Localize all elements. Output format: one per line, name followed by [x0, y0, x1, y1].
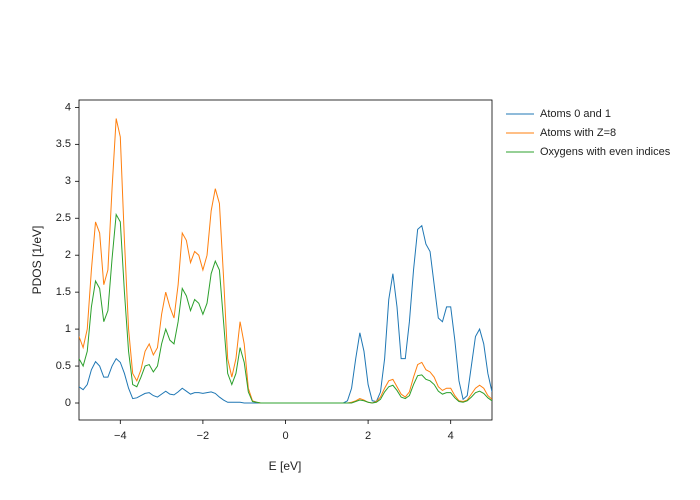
x-tick-label: −2 [197, 430, 210, 442]
x-axis-label: E [eV] [269, 459, 302, 473]
x-tick-label: −4 [114, 430, 127, 442]
legend-label: Oxygens with even indices [540, 146, 671, 158]
y-tick-label: 4 [65, 101, 71, 113]
y-tick-label: 2.5 [56, 212, 71, 224]
y-tick-label: 1.5 [56, 286, 71, 298]
x-tick-label: 0 [282, 430, 288, 442]
y-tick-label: 0 [65, 397, 71, 409]
y-axis-label: PDOS [1/eV] [30, 226, 44, 295]
x-tick-label: 4 [448, 430, 454, 442]
series-line [79, 118, 492, 404]
y-tick-label: 3 [65, 175, 71, 187]
y-tick-label: 0.5 [56, 360, 71, 372]
x-tick-label: 2 [365, 430, 371, 442]
series-line [79, 212, 492, 404]
y-tick-label: 3.5 [56, 138, 71, 150]
legend-label: Atoms 0 and 1 [540, 108, 611, 120]
y-tick-label: 1 [65, 323, 71, 335]
legend-label: Atoms with Z=8 [540, 127, 616, 139]
y-tick-label: 2 [65, 249, 71, 261]
